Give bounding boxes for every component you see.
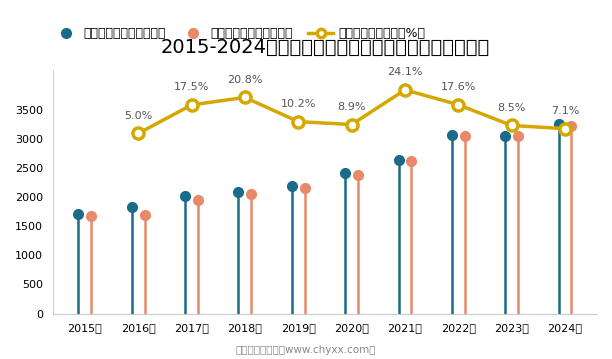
Text: 8.9%: 8.9% <box>337 102 366 112</box>
Text: 20.8%: 20.8% <box>227 75 263 85</box>
Text: 17.5%: 17.5% <box>174 83 209 93</box>
Legend: 利润总额累计值（亿元）, 营业利润累计值（亿元）, 利润总额累计增长（%）: 利润总额累计值（亿元）, 营业利润累计值（亿元）, 利润总额累计增长（%） <box>48 22 430 45</box>
Text: 7.1%: 7.1% <box>551 106 579 116</box>
Text: 8.5%: 8.5% <box>498 103 526 113</box>
Title: 2015-2024年酒、饮料和精制茶制造业企业利润统计图: 2015-2024年酒、饮料和精制茶制造业企业利润统计图 <box>160 38 490 57</box>
Text: 10.2%: 10.2% <box>280 99 316 109</box>
Text: 17.6%: 17.6% <box>441 82 476 92</box>
Text: 制图：智研咨询（www.chyxx.com）: 制图：智研咨询（www.chyxx.com） <box>236 345 376 355</box>
Text: 5.0%: 5.0% <box>124 111 152 121</box>
Text: 24.1%: 24.1% <box>387 67 423 78</box>
